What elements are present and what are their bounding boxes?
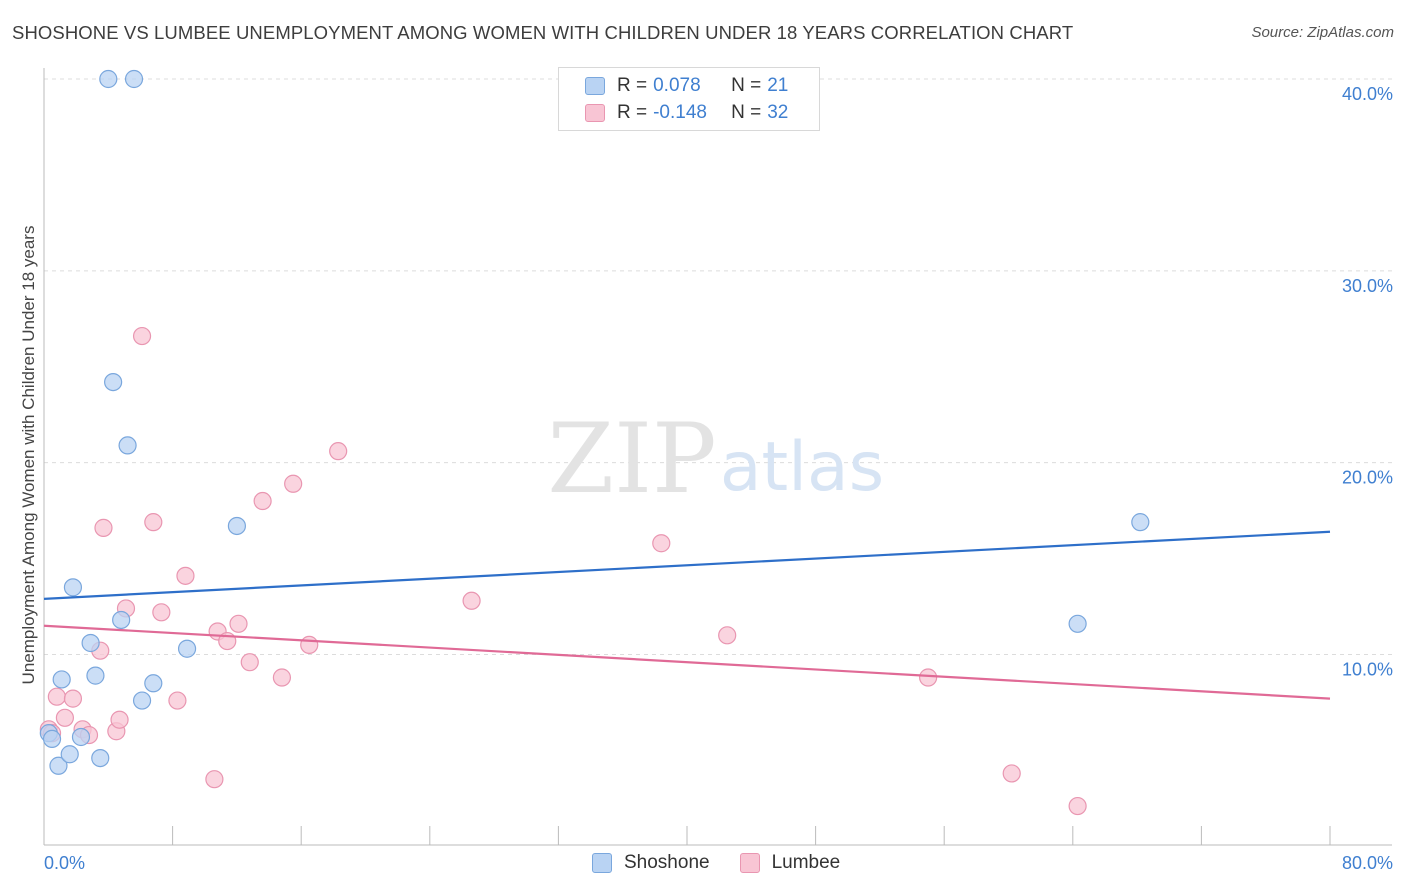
shoshone-point [1131,513,1150,532]
lumbee-point [63,689,83,708]
lumbee-swatch [739,853,760,873]
shoshone-point [71,727,91,747]
y-tick-label: 20.0% [1342,468,1393,488]
source-label: Source: ZipAtlas.com [1251,24,1394,41]
lumbee-point [462,591,481,610]
lumbee-point [205,770,224,789]
y-tick-label: 10.0% [1342,660,1393,680]
legend-n-label: N = [731,75,762,96]
lumbee-point [152,603,171,622]
shoshone-point [132,691,152,710]
legend-r-label: R = [617,102,648,123]
lumbee-point [919,668,938,687]
shoshone-point [63,578,83,597]
legend-n-value: 32 [767,102,789,123]
y-axis-label: Unemployment Among Women with Children U… [19,226,38,685]
lumbee-point [132,326,152,346]
shoshone-point [104,372,123,392]
lumbee-point [253,491,272,511]
lumbee-point [718,626,737,645]
y-tick-labels: 10.0% 20.0% 30.0% 40.0% [1342,84,1393,680]
legend-r-value: -0.148 [653,102,707,123]
shoshone-point [91,748,110,768]
shoshone-point [177,639,197,658]
shoshone-point [86,666,105,685]
lumbee-swatch [585,104,605,122]
lumbee-point [55,708,74,727]
lumbee-point [300,635,319,655]
shoshone-point [49,756,68,775]
shoshone-points [39,69,1150,775]
lumbee-point [94,518,113,537]
lumbee-point [329,442,348,461]
lumbee-point [229,614,248,633]
lumbee-point [176,566,195,585]
y-tick-label: 40.0% [1342,84,1393,104]
lumbee-point [168,691,187,710]
legend-row-lumbee: R = -0.148 N = 32 [585,100,788,126]
lumbee-point [1002,764,1021,783]
y-tick-label: 30.0% [1342,276,1393,296]
x-tick-labels: 0.0% 80.0% [44,853,1393,873]
legend-label-lumbee: Lumbee [771,852,841,873]
lumbee-trend-line [43,624,1331,700]
shoshone-point [227,516,246,536]
legend-r-label: R = [617,75,648,96]
watermark-atlas: atlas [720,428,884,507]
shoshone-point [1068,614,1087,633]
shoshone-point [144,674,163,693]
lumbee-point [272,668,292,687]
legend-row-shoshone: R = 0.078 N = 21 [585,73,788,99]
shoshone-point [112,610,131,630]
shoshone-trend-line [43,530,1331,600]
shoshone-point [99,69,118,89]
chart-title: SHOSHONE VS LUMBEE UNEMPLOYMENT AMONG WO… [12,22,1074,43]
lumbee-point [1068,796,1087,816]
lumbee-point [652,534,671,553]
shoshone-swatch [592,853,612,873]
trend-lines [43,530,1331,700]
axes [43,68,1392,846]
legend-n-label: N = [731,102,762,123]
legend-n-value: 21 [767,75,789,96]
watermark-zip: ZIP [547,403,716,515]
legend-item-shoshone: Shoshone [592,852,710,874]
lumbee-point [240,653,259,672]
watermark: ZIP atlas [547,403,884,515]
legend-label-shoshone: Shoshone [624,852,710,873]
series-legend: Shoshone Lumbee [592,852,870,874]
correlation-legend: R = 0.078 N = 21 R = -0.148 N = 32 [558,67,820,131]
x-tick-label: 0.0% [44,853,85,873]
shoshone-point [42,729,62,749]
lumbee-point [47,687,66,706]
shoshone-point [118,436,137,455]
shoshone-point [52,670,71,689]
legend-r-value: 0.078 [653,75,701,96]
shoshone-point [60,745,79,764]
legend-item-lumbee: Lumbee [739,852,841,874]
x-tick-label: 80.0% [1342,853,1393,873]
shoshone-point [124,69,144,89]
lumbee-point [144,513,163,532]
shoshone-point [81,633,100,653]
lumbee-point [110,710,129,729]
shoshone-swatch [585,77,605,95]
gridlines [44,78,1394,655]
lumbee-point [284,474,303,493]
